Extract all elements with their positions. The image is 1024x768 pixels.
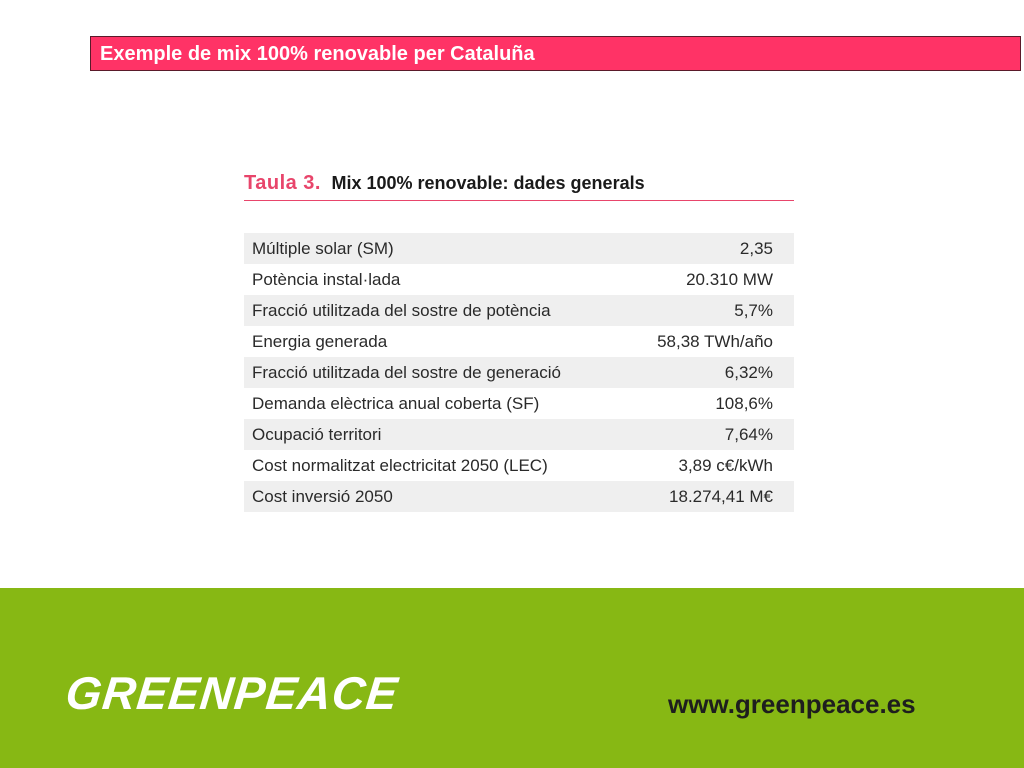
row-value: 108,6%	[715, 393, 773, 413]
row-label: Potència instal·lada	[252, 269, 401, 289]
row-value: 7,64%	[628, 419, 794, 450]
row-value: 6,32%	[628, 357, 794, 388]
row-value: 2,35	[628, 233, 794, 264]
row-label: Cost normalitzat electricitat 2050 (LEC)	[252, 455, 548, 475]
row-value: 20.310 MW	[686, 269, 773, 289]
table-row: Energia generada 58,38 TWh/año	[244, 326, 794, 357]
table-row: Ocupació territori 7,64%	[244, 419, 794, 450]
table-number: Taula 3.	[244, 172, 321, 194]
table-row: Múltiple solar (SM) 2,35	[244, 233, 794, 264]
row-label: Energia generada	[252, 331, 388, 351]
row-label: Cost inversió 2050	[244, 481, 629, 512]
row-value: 18.274,41 M€	[628, 481, 794, 512]
row-label: Múltiple solar (SM)	[244, 233, 629, 264]
table-row: Potència instal·lada 20.310 MW	[244, 264, 794, 295]
row-value: 58,38 TWh/año	[657, 331, 773, 351]
table-row: Demanda elèctrica anual coberta (SF) 108…	[244, 388, 794, 419]
table-caption: Mix 100% renovable: dades generals	[331, 173, 645, 193]
table-heading: Taula 3. Mix 100% renovable: dades gener…	[244, 172, 794, 200]
table-row: Fracció utilitzada del sostre de potènci…	[244, 295, 794, 326]
website-url: www.greenpeace.es	[668, 689, 916, 719]
row-label: Demanda elèctrica anual coberta (SF)	[252, 393, 540, 413]
row-value: 5,7%	[628, 295, 794, 326]
greenpeace-logo: GREENPEACE	[63, 667, 401, 719]
slide-title-bar: Exemple de mix 100% renovable per Catalu…	[90, 36, 1021, 71]
row-label: Fracció utilitzada del sostre de generac…	[244, 357, 629, 388]
heading-divider	[244, 200, 794, 201]
table-figure: Taula 3. Mix 100% renovable: dades gener…	[244, 172, 794, 512]
row-label: Ocupació territori	[244, 419, 629, 450]
table-row: Fracció utilitzada del sostre de generac…	[244, 357, 794, 388]
data-table: Múltiple solar (SM) 2,35 Potència instal…	[244, 233, 794, 512]
slide-title: Exemple de mix 100% renovable per Catalu…	[100, 43, 535, 65]
footer-banner: GREENPEACE www.greenpeace.es	[0, 588, 1024, 768]
table-row: Cost normalitzat electricitat 2050 (LEC)…	[244, 450, 794, 481]
row-value: 3,89 c€/kWh	[678, 455, 774, 475]
row-label: Fracció utilitzada del sostre de potènci…	[244, 295, 629, 326]
table-row: Cost inversió 2050 18.274,41 M€	[244, 481, 794, 512]
